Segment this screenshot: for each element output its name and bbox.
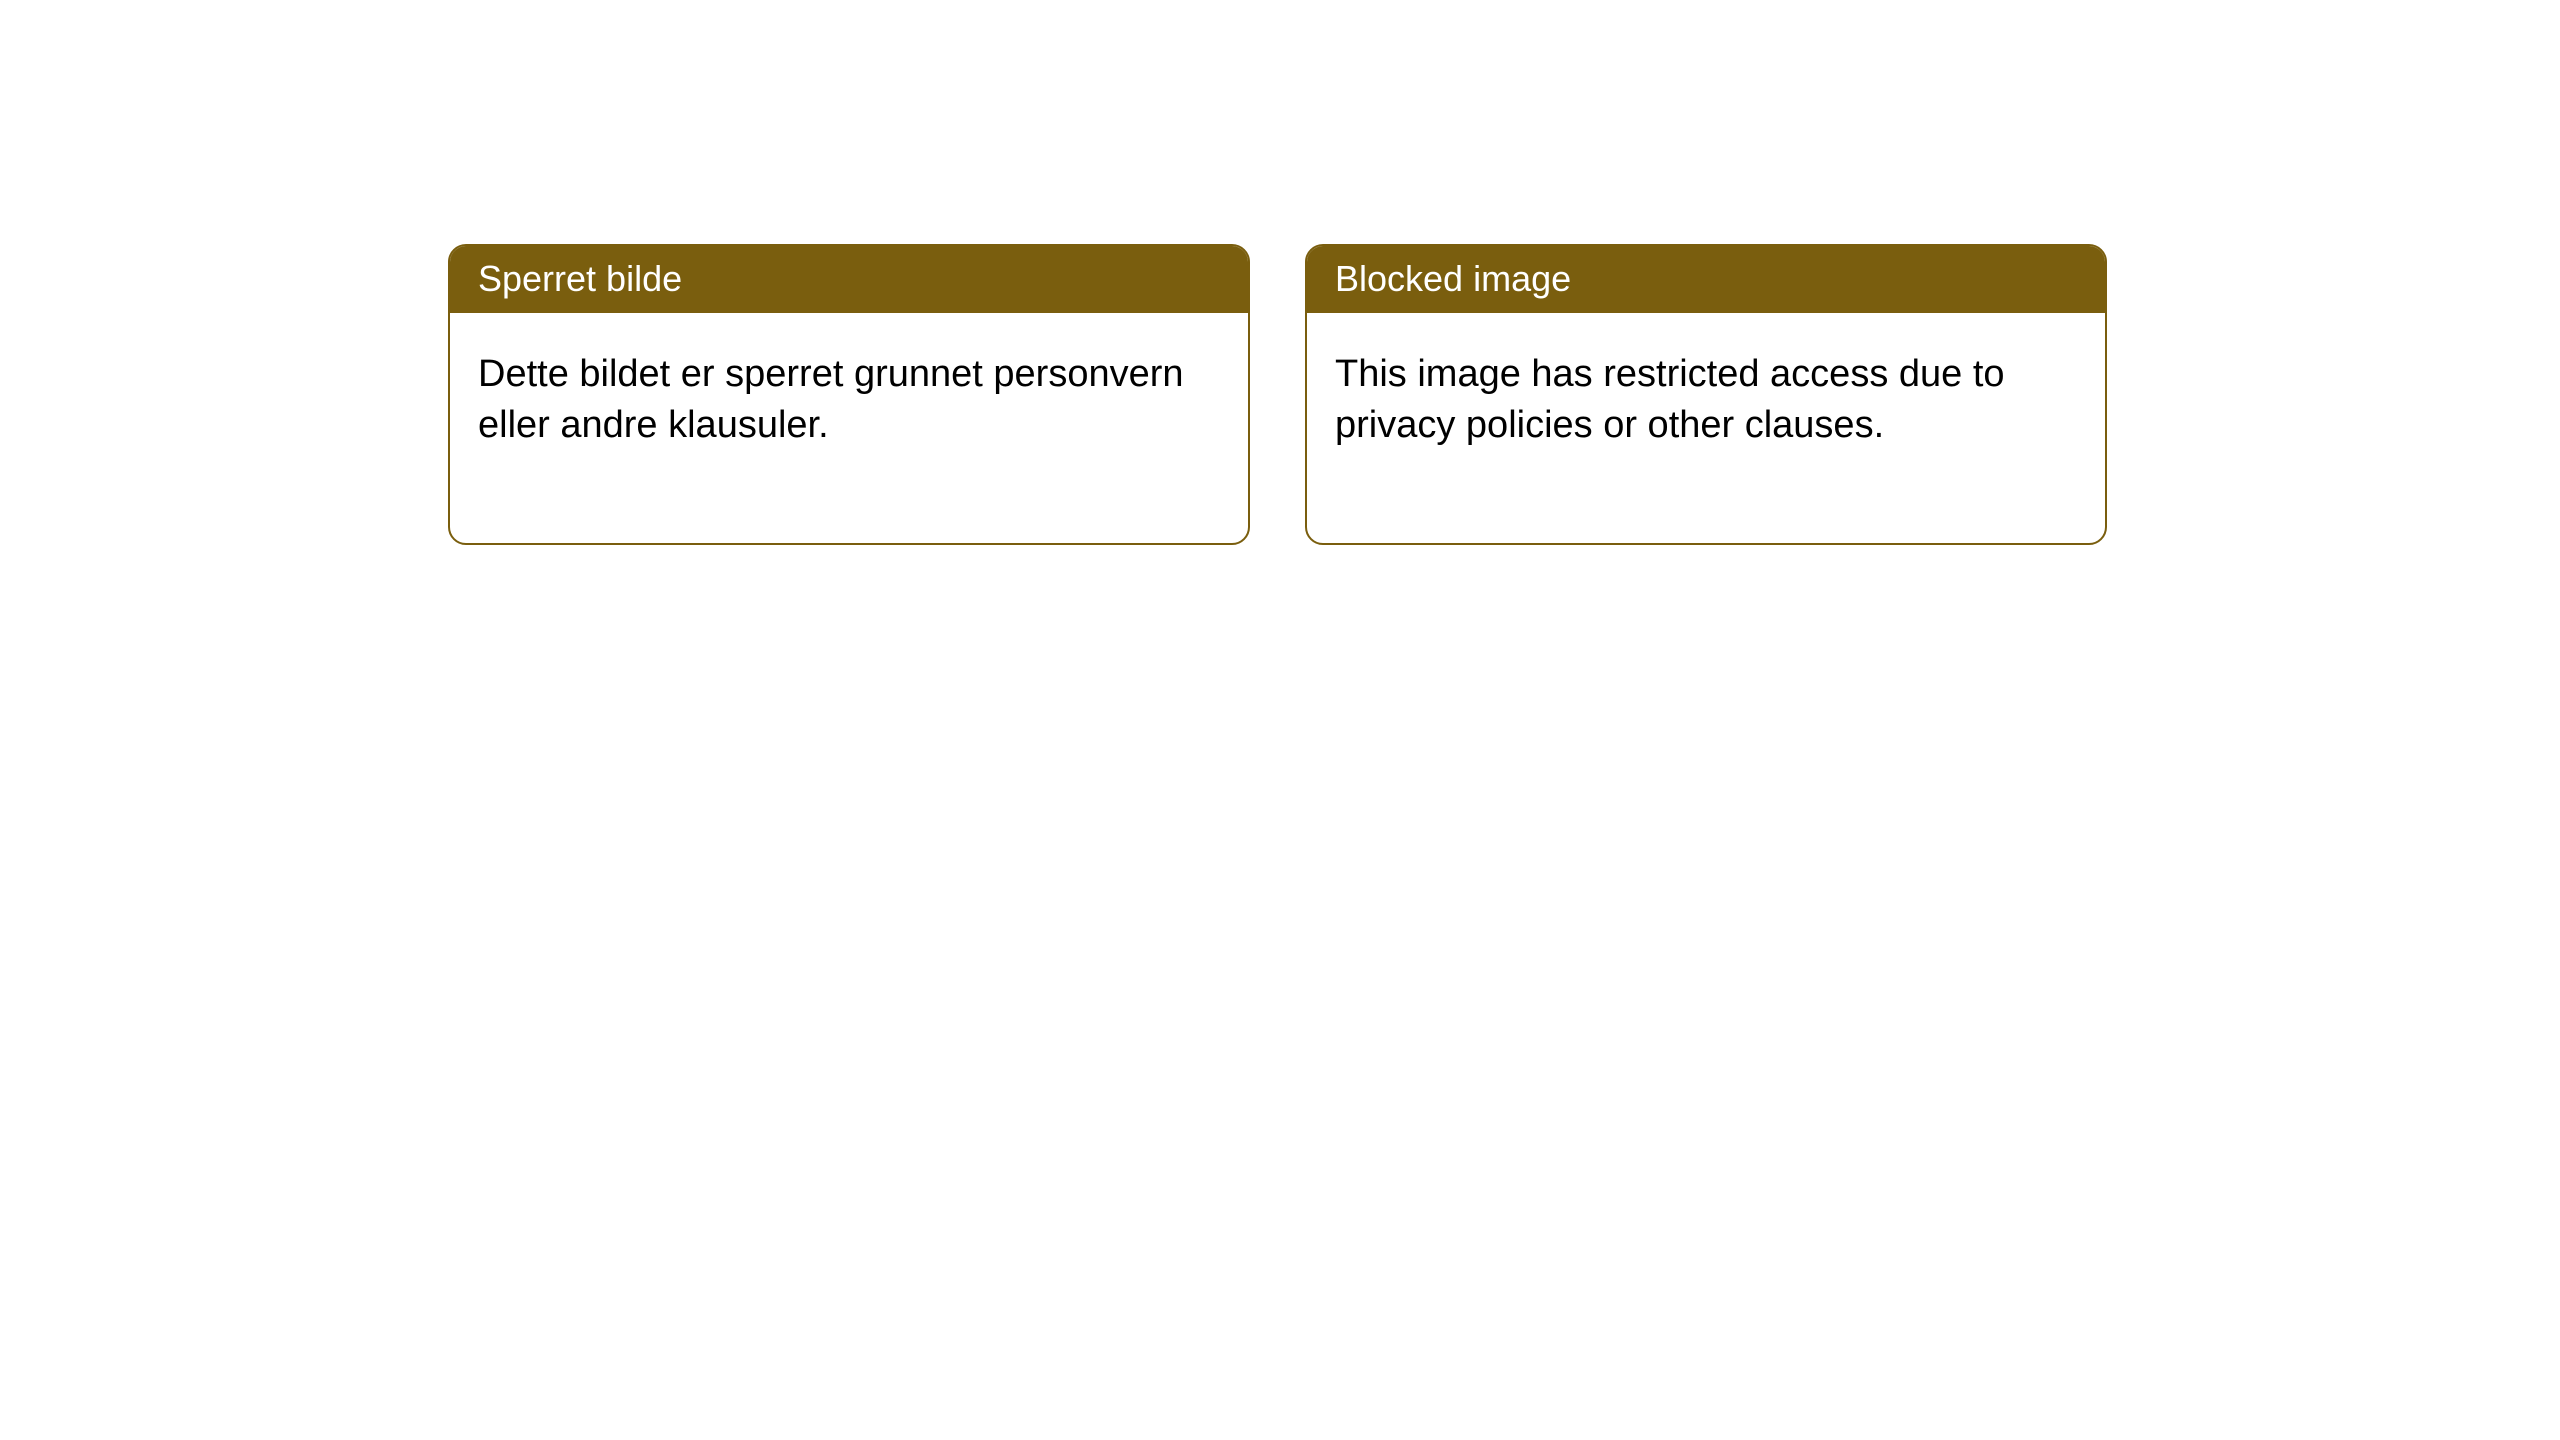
notice-header-norwegian: Sperret bilde bbox=[450, 246, 1248, 313]
notice-box-english: Blocked image This image has restricted … bbox=[1305, 244, 2107, 545]
notice-body-norwegian: Dette bildet er sperret grunnet personve… bbox=[450, 313, 1248, 543]
notice-header-english: Blocked image bbox=[1307, 246, 2105, 313]
notice-box-norwegian: Sperret bilde Dette bildet er sperret gr… bbox=[448, 244, 1250, 545]
notice-container: Sperret bilde Dette bildet er sperret gr… bbox=[0, 0, 2560, 545]
notice-body-english: This image has restricted access due to … bbox=[1307, 313, 2105, 543]
